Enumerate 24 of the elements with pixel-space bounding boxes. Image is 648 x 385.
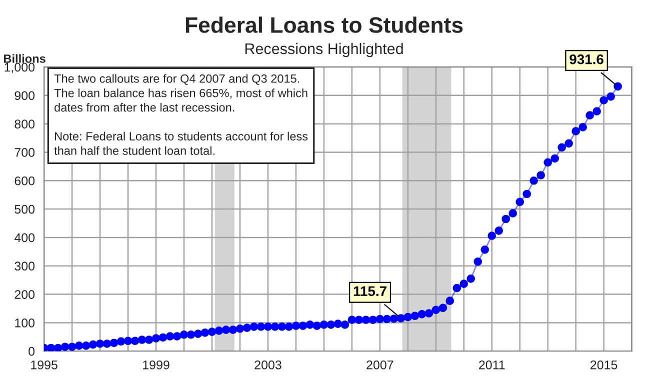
x-tick-label: 2007 [366,360,394,370]
y-tick-label: 1,000 [4,62,35,74]
chart-subtitle: Recessions Highlighted [245,42,403,58]
x-tick-label: 2003 [254,360,282,370]
y-tick-label: 900 [14,91,35,100]
y-tick-label: 0 [28,346,35,356]
y-tick-label: 200 [14,290,35,299]
y-tick-label: 700 [14,148,35,157]
y-tick-label: 400 [14,233,35,242]
chart-title: Federal Loans to Students [186,16,463,33]
x-tick-label: 2015 [590,360,618,370]
data-label: 115.7 [354,286,386,296]
y-tick-label: 600 [14,176,35,186]
x-tick-label: 1995 [31,360,58,370]
data-label: 931.6 [570,54,604,64]
y-tick-label: 100 [15,318,35,328]
y-axis-title: Billions [4,54,46,63]
annotation: The two callouts are for Q4 2007 and Q3 2015. The loan balance has risen 665%, most of which dates from after the last recession. [54,74,308,112]
x-tick-label: 2011 [479,360,505,370]
annotation: Note: Federal Loans to students account for less than half the student loan total. [54,132,308,155]
y-tick-label: 800 [14,120,35,128]
y-tick-label: 500 [14,204,35,214]
y-tick-label: 300 [14,262,35,271]
x-tick-label: 1999 [143,360,170,370]
